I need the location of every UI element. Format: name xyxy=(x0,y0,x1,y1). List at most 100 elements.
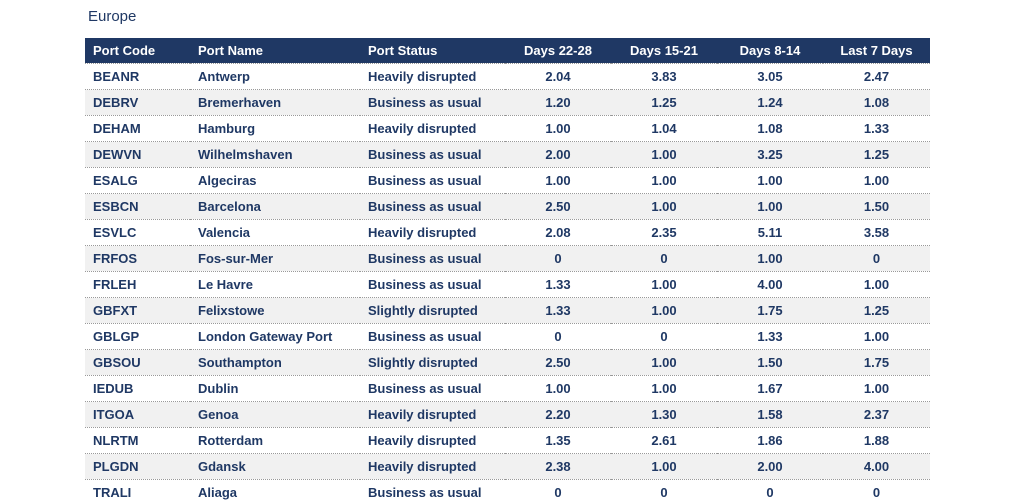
days-22-28-cell: 0 xyxy=(505,245,611,272)
column-header-port-status: Port Status xyxy=(360,38,505,64)
days-8-14-cell: 5.11 xyxy=(717,219,823,246)
port-name-cell: Wilhelmshaven xyxy=(190,141,360,168)
days-15-21-cell: 1.00 xyxy=(611,167,717,194)
last-7-days-cell: 1.08 xyxy=(823,89,930,116)
table-row: ESALG Algeciras Business as usual 1.00 1.00 1… xyxy=(85,167,930,194)
last-7-days-cell: 1.33 xyxy=(823,115,930,142)
days-22-28-cell: 1.33 xyxy=(505,297,611,324)
days-8-14-cell: 1.58 xyxy=(717,401,823,428)
table-row: IEDUB Dublin Business as usual 1.00 1.00 1.67… xyxy=(85,375,930,402)
port-code-cell: FRFOS xyxy=(85,245,190,272)
days-22-28-cell: 1.00 xyxy=(505,167,611,194)
table-row: ESVLC Valencia Heavily disrupted 2.08 2.35 5.… xyxy=(85,219,930,246)
port-status-cell: Heavily disrupted xyxy=(360,453,505,480)
table-row: ITGOA Genoa Heavily disrupted 2.20 1.30 1.58 2… xyxy=(85,401,930,428)
port-status-cell: Heavily disrupted xyxy=(360,63,505,90)
port-code-cell: IEDUB xyxy=(85,375,190,402)
days-15-21-cell: 0 xyxy=(611,323,717,350)
port-code-cell: NLRTM xyxy=(85,427,190,454)
table-header: Port Code Port Name Port Status Days 22-28 D… xyxy=(85,38,930,64)
port-name-cell: Bremerhaven xyxy=(190,89,360,116)
last-7-days-cell: 3.58 xyxy=(823,219,930,246)
table-row: NLRTM Rotterdam Heavily disrupted 1.35 2.61 1… xyxy=(85,427,930,454)
column-header-days-15-21: Days 15-21 xyxy=(611,38,717,64)
port-code-cell: FRLEH xyxy=(85,271,190,298)
table-row: GBLGP London Gateway Port Business as usua… xyxy=(85,323,930,350)
column-header-days-8-14: Days 8-14 xyxy=(717,38,823,64)
port-status-cell: Business as usual xyxy=(360,271,505,298)
port-code-cell: GBLGP xyxy=(85,323,190,350)
port-name-cell: Le Havre xyxy=(190,271,360,298)
table-row: TRALI Aliaga Business as usual 0 0 0 0 xyxy=(85,479,930,500)
days-15-21-cell: 3.83 xyxy=(611,63,717,90)
section-title: Europe xyxy=(88,8,137,25)
column-header-last-7-days: Last 7 Days xyxy=(823,38,930,64)
last-7-days-cell: 0 xyxy=(823,479,930,500)
last-7-days-cell: 1.50 xyxy=(823,193,930,220)
port-status-cell: Heavily disrupted xyxy=(360,115,505,142)
days-22-28-cell: 2.50 xyxy=(505,349,611,376)
port-name-cell: Southampton xyxy=(190,349,360,376)
last-7-days-cell: 2.37 xyxy=(823,401,930,428)
table-row: GBFXT Felixstowe Slightly disrupted 1.33 1.0… xyxy=(85,297,930,324)
port-status-cell: Business as usual xyxy=(360,245,505,272)
days-22-28-cell: 1.33 xyxy=(505,271,611,298)
days-15-21-cell: 1.25 xyxy=(611,89,717,116)
column-header-port-code: Port Code xyxy=(85,38,190,64)
port-code-cell: PLGDN xyxy=(85,453,190,480)
last-7-days-cell: 1.25 xyxy=(823,141,930,168)
port-status-cell: Slightly disrupted xyxy=(360,349,505,376)
port-name-cell: Felixstowe xyxy=(190,297,360,324)
port-status-cell: Business as usual xyxy=(360,141,505,168)
days-15-21-cell: 1.30 xyxy=(611,401,717,428)
days-8-14-cell: 1.67 xyxy=(717,375,823,402)
port-status-cell: Business as usual xyxy=(360,323,505,350)
port-status-cell: Slightly disrupted xyxy=(360,297,505,324)
port-code-cell: GBFXT xyxy=(85,297,190,324)
last-7-days-cell: 4.00 xyxy=(823,453,930,480)
table-body: BEANR Antwerp Heavily disrupted 2.04 3.83 3.0… xyxy=(85,63,930,500)
days-15-21-cell: 0 xyxy=(611,245,717,272)
last-7-days-cell: 1.88 xyxy=(823,427,930,454)
port-name-cell: Dublin xyxy=(190,375,360,402)
port-code-cell: ESBCN xyxy=(85,193,190,220)
port-name-cell: Hamburg xyxy=(190,115,360,142)
days-15-21-cell: 1.00 xyxy=(611,141,717,168)
port-code-cell: BEANR xyxy=(85,63,190,90)
days-8-14-cell: 3.25 xyxy=(717,141,823,168)
days-8-14-cell: 1.75 xyxy=(717,297,823,324)
port-name-cell: Antwerp xyxy=(190,63,360,90)
port-status-cell: Business as usual xyxy=(360,167,505,194)
port-code-cell: ITGOA xyxy=(85,401,190,428)
port-code-cell: DEWVN xyxy=(85,141,190,168)
days-8-14-cell: 4.00 xyxy=(717,271,823,298)
days-8-14-cell: 1.50 xyxy=(717,349,823,376)
last-7-days-cell: 2.47 xyxy=(823,63,930,90)
table-row: FRLEH Le Havre Business as usual 1.33 1.00 4.… xyxy=(85,271,930,298)
days-22-28-cell: 2.00 xyxy=(505,141,611,168)
days-22-28-cell: 2.38 xyxy=(505,453,611,480)
days-8-14-cell: 0 xyxy=(717,479,823,500)
days-22-28-cell: 2.50 xyxy=(505,193,611,220)
port-status-cell: Business as usual xyxy=(360,479,505,500)
days-15-21-cell: 1.00 xyxy=(611,271,717,298)
days-8-14-cell: 1.00 xyxy=(717,167,823,194)
days-22-28-cell: 0 xyxy=(505,323,611,350)
header-row: Port Code Port Name Port Status Days 22-28 D… xyxy=(85,38,930,64)
table-row: FRFOS Fos-sur-Mer Business as usual 0 0 1.00 0 xyxy=(85,245,930,272)
days-15-21-cell: 1.00 xyxy=(611,193,717,220)
last-7-days-cell: 1.25 xyxy=(823,297,930,324)
port-code-cell: GBSOU xyxy=(85,349,190,376)
port-name-cell: Aliaga xyxy=(190,479,360,500)
port-name-cell: Rotterdam xyxy=(190,427,360,454)
days-15-21-cell: 2.35 xyxy=(611,219,717,246)
days-15-21-cell: 2.61 xyxy=(611,427,717,454)
port-name-cell: Genoa xyxy=(190,401,360,428)
days-15-21-cell: 1.00 xyxy=(611,453,717,480)
port-name-cell: Fos-sur-Mer xyxy=(190,245,360,272)
days-15-21-cell: 1.00 xyxy=(611,349,717,376)
days-22-28-cell: 1.00 xyxy=(505,375,611,402)
column-header-port-name: Port Name xyxy=(190,38,360,64)
last-7-days-cell: 0 xyxy=(823,245,930,272)
